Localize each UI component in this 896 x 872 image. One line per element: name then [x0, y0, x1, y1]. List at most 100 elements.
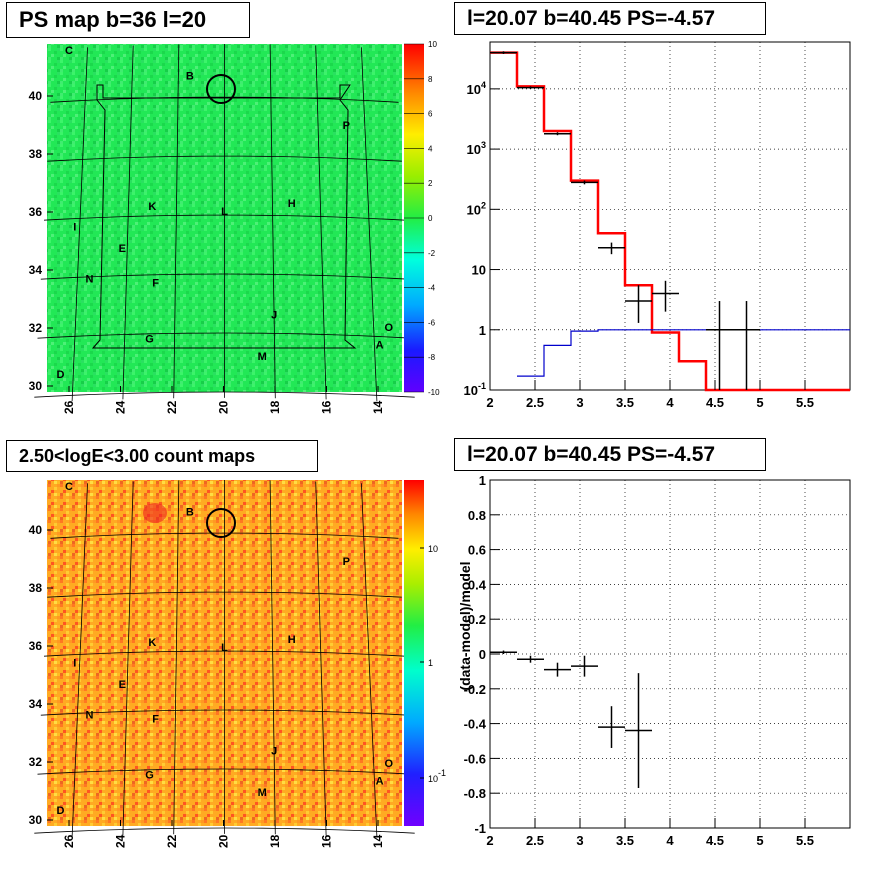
spectrum-data-point	[652, 280, 679, 312]
region-label: J	[271, 310, 277, 322]
region-label: O	[384, 758, 393, 770]
model-total-step	[490, 51, 850, 392]
tr-title: l=20.07 b=40.45 PS=-4.57	[454, 2, 766, 35]
residual-x-tick-label: 5	[756, 833, 763, 848]
longitude-line	[173, 44, 180, 399]
residual-panel: 2 2.5 3 3.5 4 4.5 5 5.5 -1 -0.8 -0.6 -0.4 -0.2 0 0.2 0.…	[457, 473, 851, 848]
colorbar-tick-label: -10	[428, 388, 440, 397]
map-x-tick-label: 20	[217, 400, 231, 414]
count-map-grid	[34, 479, 415, 838]
colorbar-tick-label: -6	[428, 318, 436, 327]
map-x-tick-label: 14	[371, 834, 385, 848]
tl-title: PS map b=36 l=20	[6, 2, 250, 38]
map-x-tick-label: 18	[268, 400, 282, 414]
region-label: E	[119, 679, 126, 691]
map-x-tick-label: 22	[165, 834, 179, 848]
region-label: I	[73, 221, 76, 233]
map-x-tick-label: 16	[320, 400, 334, 414]
spectrum-data-point	[625, 285, 652, 323]
residual-y-tick-label: -0.8	[464, 786, 486, 801]
map-y-tick-label: 32	[29, 321, 43, 335]
spectrum-data-point	[733, 301, 760, 390]
longitude-line	[269, 480, 276, 835]
count-map-colorbar	[404, 480, 424, 826]
latitude-line	[43, 214, 406, 221]
region-label: B	[186, 71, 194, 83]
residual-data-point	[598, 706, 625, 748]
colorbar-tick-label: 0	[428, 214, 433, 223]
map-x-tick-label: 22	[165, 400, 179, 414]
region-label: O	[384, 322, 393, 334]
longitude-line	[315, 45, 327, 400]
spectrum-y-tick-label: 10	[472, 263, 486, 278]
colorbar-tick-label: -8	[428, 353, 436, 362]
longitude-line	[315, 481, 327, 836]
map-y-tick-label: 40	[29, 89, 43, 103]
region-label: B	[186, 507, 194, 519]
region-label: A	[376, 775, 384, 787]
spectrum-x-tick-label: 5	[756, 395, 763, 410]
region-label: D	[57, 805, 65, 817]
longitude-line	[71, 483, 88, 838]
spectrum-data-point	[571, 180, 598, 185]
latitude-line	[43, 650, 406, 657]
colorbar-tick-label: 6	[428, 110, 433, 119]
count-map-panel: B P H K L I E N F J O G A M D C 26 24 22 20 18 16 14 30 32 34 36…	[29, 479, 446, 848]
model-background-step	[517, 329, 850, 377]
colorbar-tick-label: -2	[428, 249, 436, 258]
map-y-tick-label: 32	[29, 755, 43, 769]
map-y-tick-label: 34	[29, 263, 43, 277]
map-x-tick-label: 26	[62, 400, 76, 414]
map-x-tick-label: 26	[62, 834, 76, 848]
region-label: F	[152, 714, 159, 726]
map-y-tick-label: 30	[29, 813, 43, 827]
map-y-tick-label: 30	[29, 379, 43, 393]
region-label: P	[343, 120, 350, 132]
region-label: C	[65, 45, 73, 57]
region-label: P	[343, 556, 350, 568]
spectrum-y-tick-label: 104	[467, 80, 486, 97]
spectrum-data-point	[706, 301, 733, 390]
spectrum-x-tick-label: 5.5	[796, 395, 814, 410]
region-label: G	[145, 770, 154, 782]
latitude-line	[47, 155, 402, 162]
region-label: E	[119, 243, 126, 255]
region-label: M	[258, 351, 267, 363]
map-x-tick-label: 20	[217, 834, 231, 848]
region-label: K	[148, 637, 156, 649]
spectrum-x-tick-label: 4.5	[706, 395, 724, 410]
region-label: I	[73, 657, 76, 669]
residual-y-tick-label: -0.4	[464, 717, 487, 732]
longitude-line	[361, 47, 378, 402]
residual-x-tick-label: 2	[486, 833, 493, 848]
residual-x-tick-label: 4.5	[706, 833, 724, 848]
br-title: l=20.07 b=40.45 PS=-4.57	[454, 438, 766, 471]
residual-data-point	[544, 662, 571, 677]
map-x-tick-label: 24	[114, 834, 128, 848]
residual-data-point	[490, 650, 517, 654]
longitude-line	[122, 481, 134, 836]
spectrum-panel: 2 2.5 3 3.5 4 4.5 5 5.5 10-1 1 10 102 103 104	[464, 41, 851, 410]
region-label: N	[86, 274, 94, 286]
latitude-line	[37, 768, 412, 775]
map-y-tick-label: 34	[29, 697, 43, 711]
map-x-tick-label: 14	[371, 400, 385, 414]
spectrum-x-tick-label: 3	[576, 395, 583, 410]
spectrum-y-tick-label: 10-1	[464, 381, 486, 398]
residual-y-tick-label: -1	[474, 821, 486, 836]
spectrum-data-point	[598, 242, 625, 255]
colorbar-tick-label: 10	[428, 544, 438, 554]
spectrum-y-tick-label: 103	[467, 140, 486, 157]
map-x-tick-label: 24	[114, 400, 128, 414]
residual-y-tick-label: 0	[479, 647, 486, 662]
residual-y-label: (data-model)/model	[457, 561, 473, 690]
spectrum-data-point	[517, 86, 544, 89]
hot-spot	[143, 503, 167, 523]
residual-y-tick-label: -0.2	[464, 682, 486, 697]
map-y-tick-label: 40	[29, 523, 43, 537]
source-circle	[206, 74, 236, 104]
spectrum-y-tick-label: 102	[467, 200, 486, 217]
longitude-line	[361, 483, 378, 838]
longitude-line	[173, 480, 180, 835]
source-circle	[206, 508, 236, 538]
